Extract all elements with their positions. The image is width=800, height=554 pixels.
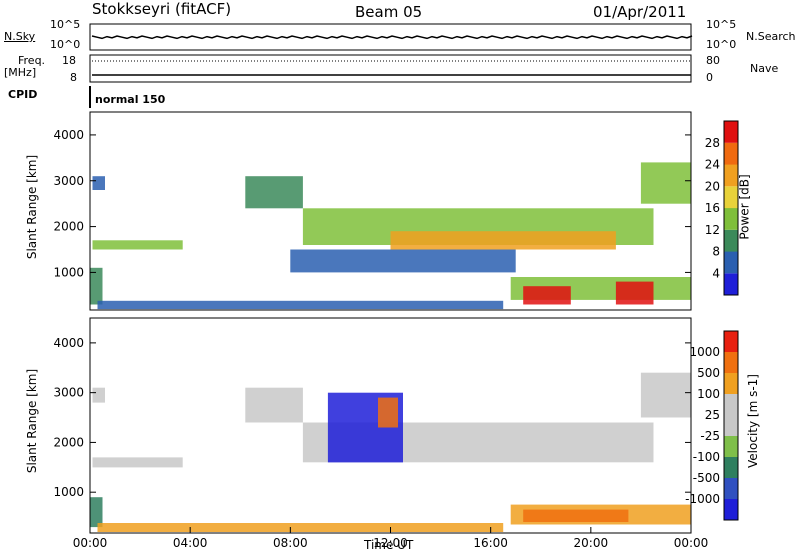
power-ylabel: Slant Range [km] <box>25 154 40 260</box>
power-colorbar: 4 8 12 16 20 24 28 <box>705 120 739 296</box>
power-cbar-tick-4: 20 <box>705 179 720 193</box>
xtick-label-5: 20:00 <box>574 536 609 550</box>
velocity-cbar-swatch-2 <box>724 457 738 478</box>
scatter-region-0-1 <box>92 240 183 250</box>
cpid-value: normal 150 <box>95 93 166 106</box>
scatter-region-0-3 <box>97 300 504 310</box>
power-cbar-swatch-7 <box>724 121 738 143</box>
velocity-cbar-swatch-3 <box>724 436 738 457</box>
freq-tick-top: 18 <box>62 54 76 67</box>
power-cbar-frame <box>723 120 739 296</box>
xtick-label-2: 08:00 <box>273 536 308 550</box>
velocity-cbar-frame <box>723 330 739 521</box>
freq-panel-frame <box>89 54 692 83</box>
xtick-label-4: 16:00 <box>473 536 508 550</box>
freq-label: Freq. <box>18 54 46 67</box>
cpid-label: CPID <box>8 88 38 101</box>
scatter-region-1-7 <box>378 397 398 428</box>
velocity-cbar-tick-2: -100 <box>693 450 720 464</box>
power-cbar-swatch-0 <box>724 273 738 296</box>
velocity-ylabel: Slant Range [km] <box>25 368 40 474</box>
power-cbar-swatch-6 <box>724 142 738 165</box>
power-colorbar-label: Power [dB] <box>737 174 752 240</box>
nsky-trace <box>91 35 693 40</box>
nsearch-tick-top: 10^5 <box>706 18 737 31</box>
power-cbar-tick-2: 12 <box>705 223 720 237</box>
scatter-region-0-10 <box>523 286 571 305</box>
velocity-cbar-tick-3: -25 <box>700 429 720 443</box>
scatter-region-0-6 <box>390 231 616 250</box>
scatter-region-0-11 <box>615 281 654 305</box>
nsky-label: N.Sky <box>4 30 36 43</box>
scatter-region-0-2 <box>90 267 103 305</box>
nsky-tick-bottom: 10^0 <box>50 38 81 51</box>
ytick-label-0-1: 2000 <box>53 220 84 234</box>
nave-label: Nave <box>750 62 779 75</box>
power-cbar-swatch-4 <box>724 186 738 209</box>
freq-tick-bottom: 8 <box>70 71 77 84</box>
scatter-region-1-2 <box>90 497 103 528</box>
ytick-label-1-3: 4000 <box>53 336 84 350</box>
velocity-cbar-swatch-5 <box>724 394 738 415</box>
scatter-region-1-1 <box>92 457 183 468</box>
station-title: Stokkseyri (fitACF) <box>92 0 232 18</box>
xtick-label-0: 00:00 <box>73 536 108 550</box>
scatter-region-0-4 <box>245 176 303 209</box>
scatter-region-0-0 <box>92 176 105 190</box>
power-cbar-tick-5: 24 <box>705 158 720 172</box>
ytick-label-1-1: 2000 <box>53 435 84 449</box>
power-cbar-tick-3: 16 <box>705 201 720 215</box>
date-title: 01/Apr/2011 <box>593 3 687 21</box>
velocity-cbar-tick-0: -1000 <box>685 492 720 506</box>
scatter-region-1-10 <box>523 509 629 522</box>
velocity-cbar-swatch-6 <box>724 373 738 394</box>
power-cbar-swatch-1 <box>724 251 738 274</box>
velocity-cbar-tick-4: 25 <box>705 408 720 422</box>
ytick-label-1-0: 1000 <box>53 485 84 499</box>
power-cbar-tick-6: 28 <box>705 136 720 150</box>
power-panel-frame <box>89 111 692 311</box>
freq-unit-label: [MHz] <box>4 66 37 79</box>
velocity-cbar-tick-7: 1000 <box>689 345 720 359</box>
velocity-cbar-tick-5: 100 <box>697 387 720 401</box>
power-cbar-tick-0: 4 <box>712 266 720 280</box>
velocity-cbar-swatch-1 <box>724 478 738 499</box>
xtick-label-3: 12:00 <box>373 536 408 550</box>
nave-tick-bottom: 0 <box>706 71 713 84</box>
velocity-cbar-swatch-4 <box>724 415 738 436</box>
velocity-colorbar: -1000 -500 -100 -25 25 100 500 1000 <box>685 330 739 521</box>
velocity-cbar-tick-1: -500 <box>693 471 720 485</box>
ytick-label-1-2: 3000 <box>53 386 84 400</box>
axis-ticks: 1000 2000 3000 4000 1000 2000 3000 4000 00:00 04:… <box>53 128 708 550</box>
scatter-region-1-4 <box>245 387 303 423</box>
velocity-cbar-swatch-7 <box>724 352 738 373</box>
power-cbar-swatch-2 <box>724 229 738 252</box>
scatter-region-0-7 <box>290 249 516 273</box>
nave-tick-top: 80 <box>706 54 720 67</box>
velocity-cbar-swatch-8 <box>724 331 738 352</box>
nsky-tick-top: 10^5 <box>50 18 81 31</box>
velocity-panel <box>90 372 691 532</box>
ytick-label-0-2: 3000 <box>53 174 84 188</box>
velocity-cbar-swatch-0 <box>724 499 738 520</box>
ytick-label-0-0: 1000 <box>53 265 84 279</box>
velocity-colorbar-label: Velocity [m s-1] <box>745 374 760 468</box>
xtick-label-6: 00:00 <box>674 536 709 550</box>
power-cbar-tick-1: 8 <box>712 245 720 259</box>
scatter-region-0-8 <box>640 162 691 204</box>
xtick-label-1: 04:00 <box>173 536 208 550</box>
power-panel <box>90 162 691 310</box>
scatter-region-1-8 <box>640 372 691 418</box>
nsearch-label: N.Search <box>746 30 796 43</box>
power-cbar-swatch-3 <box>724 208 738 230</box>
x-axis-label: Time UT <box>364 538 414 552</box>
velocity-cbar-tick-6: 500 <box>697 366 720 380</box>
scatter-region-1-3 <box>97 523 504 532</box>
ytick-label-0-3: 4000 <box>53 128 84 142</box>
beam-title: Beam 05 <box>355 3 423 21</box>
scatter-region-1-0 <box>92 387 105 403</box>
power-cbar-swatch-5 <box>724 164 738 187</box>
nsearch-tick-bottom: 10^0 <box>706 38 737 51</box>
